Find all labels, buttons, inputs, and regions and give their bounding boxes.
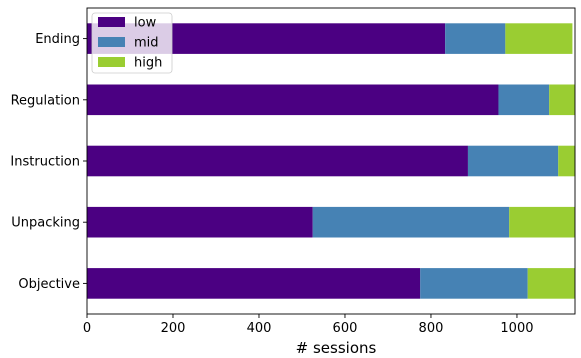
bar-unpacking-mid: [312, 206, 510, 238]
y-tick-label: Ending: [35, 32, 80, 47]
x-tick-label: 400: [247, 321, 272, 336]
bar-regulation-mid: [498, 84, 550, 116]
legend-swatch-high: [98, 57, 125, 67]
legend-label-low: low: [134, 16, 157, 31]
bar-instruction-low: [87, 145, 468, 177]
y-tick-label: Objective: [18, 277, 80, 292]
bar-objective-high: [527, 268, 575, 299]
bar-instruction-high: [558, 145, 576, 177]
y-tick-label: Instruction: [10, 155, 80, 170]
x-axis-label: # sessions: [296, 339, 377, 357]
y-tick-label: Regulation: [11, 93, 80, 108]
bars-layer: [87, 23, 576, 299]
bar-unpacking-low: [87, 206, 313, 238]
y-tick-label: Unpacking: [11, 216, 80, 231]
legend-label-mid: mid: [134, 36, 159, 51]
legend-swatch-low: [98, 17, 125, 27]
legend-swatch-mid: [98, 37, 125, 47]
bar-ending-high: [505, 23, 573, 54]
x-tick-label: 600: [333, 321, 358, 336]
legend: low mid high: [91, 12, 173, 74]
y-axis: Objective Unpacking Instruction Regulation E…: [10, 32, 87, 292]
bar-instruction-mid: [467, 145, 559, 177]
x-tick-label: 800: [419, 321, 444, 336]
bar-ending-mid: [445, 23, 506, 54]
bar-objective-mid: [420, 268, 528, 299]
bar-unpacking-high: [509, 206, 575, 238]
x-tick-label: 0: [83, 321, 91, 336]
bar-objective-low: [87, 268, 421, 299]
x-tick-label: 200: [161, 321, 186, 336]
x-axis: 0 200 400 600 800 1000: [83, 314, 534, 336]
legend-label-high: high: [134, 56, 162, 71]
bar-regulation-low: [87, 84, 499, 116]
x-tick-label: 1000: [500, 321, 533, 336]
bar-regulation-high: [549, 84, 575, 116]
